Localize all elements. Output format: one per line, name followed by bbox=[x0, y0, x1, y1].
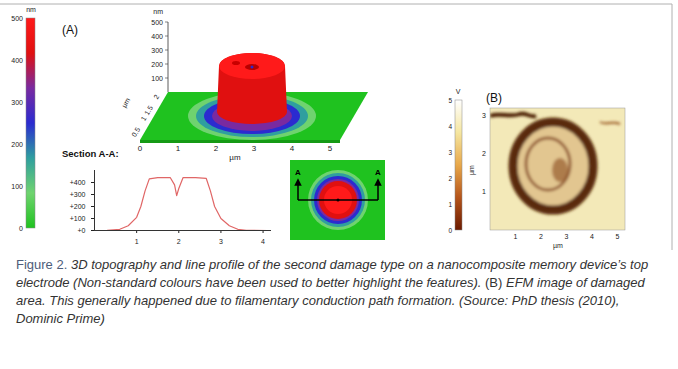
svg-text:(A): (A) bbox=[62, 23, 78, 37]
svg-text:2: 2 bbox=[539, 233, 543, 240]
svg-text:2: 2 bbox=[177, 238, 181, 245]
svg-text:A: A bbox=[375, 168, 381, 177]
svg-text:1: 1 bbox=[140, 115, 148, 122]
svg-text:+400: +400 bbox=[70, 179, 86, 186]
svg-text:nm: nm bbox=[153, 8, 163, 15]
svg-text:0: 0 bbox=[138, 144, 143, 153]
svg-text:5: 5 bbox=[328, 144, 333, 153]
svg-text:3: 3 bbox=[482, 112, 486, 119]
svg-text:4: 4 bbox=[448, 123, 452, 130]
svg-text:400: 400 bbox=[151, 33, 163, 40]
html-text:Figure 2. 3D topography and li: Figure 2. 3D topography and line profile… bbox=[16, 257, 649, 326]
svg-text:200: 200 bbox=[151, 61, 163, 68]
svg-text:µm: µm bbox=[229, 153, 241, 162]
svg-text:3: 3 bbox=[252, 144, 257, 153]
svg-text:2: 2 bbox=[152, 93, 160, 100]
svg-text:200: 200 bbox=[11, 141, 23, 148]
svg-text:+200: +200 bbox=[70, 203, 86, 210]
svg-text:2: 2 bbox=[448, 175, 452, 182]
svg-text:500: 500 bbox=[151, 19, 163, 26]
svg-text:µm: µm bbox=[553, 242, 563, 250]
svg-text:µm: µm bbox=[120, 97, 132, 110]
svg-text:300: 300 bbox=[151, 47, 163, 54]
svg-text:nm: nm bbox=[26, 6, 36, 13]
svg-text:100: 100 bbox=[11, 183, 23, 190]
svg-text:5: 5 bbox=[448, 97, 452, 104]
svg-text:5: 5 bbox=[615, 233, 619, 240]
svg-text:µm: µm bbox=[468, 165, 476, 175]
svg-text:2: 2 bbox=[214, 144, 219, 153]
svg-text:1: 1 bbox=[514, 233, 518, 240]
svg-text:Section A-A:: Section A-A: bbox=[62, 148, 119, 159]
svg-text:(B): (B) bbox=[486, 91, 502, 105]
svg-text:500: 500 bbox=[11, 15, 23, 22]
svg-text:4: 4 bbox=[261, 238, 265, 245]
svg-text:V: V bbox=[456, 88, 461, 95]
svg-text:100: 100 bbox=[151, 75, 163, 82]
svg-text:+300: +300 bbox=[70, 191, 86, 198]
svg-text:0.5: 0.5 bbox=[130, 126, 141, 138]
svg-text:1: 1 bbox=[135, 238, 139, 245]
svg-text:300: 300 bbox=[11, 99, 23, 106]
svg-text:400: 400 bbox=[11, 57, 23, 64]
svg-text:1: 1 bbox=[448, 201, 452, 208]
svg-text:1: 1 bbox=[482, 188, 486, 195]
svg-text:4: 4 bbox=[590, 233, 594, 240]
svg-text:2: 2 bbox=[482, 150, 486, 157]
svg-text:+0: +0 bbox=[78, 227, 86, 234]
svg-text:1: 1 bbox=[176, 144, 181, 153]
svg-text:3: 3 bbox=[564, 233, 568, 240]
svg-text:0: 0 bbox=[448, 227, 452, 234]
svg-text:3: 3 bbox=[219, 238, 223, 245]
svg-text:+100: +100 bbox=[70, 215, 86, 222]
svg-text:1.5: 1.5 bbox=[143, 104, 154, 116]
svg-text:4: 4 bbox=[290, 144, 295, 153]
svg-text:3: 3 bbox=[448, 149, 452, 156]
svg-text:0: 0 bbox=[19, 225, 23, 232]
svg-text:A: A bbox=[295, 168, 301, 177]
